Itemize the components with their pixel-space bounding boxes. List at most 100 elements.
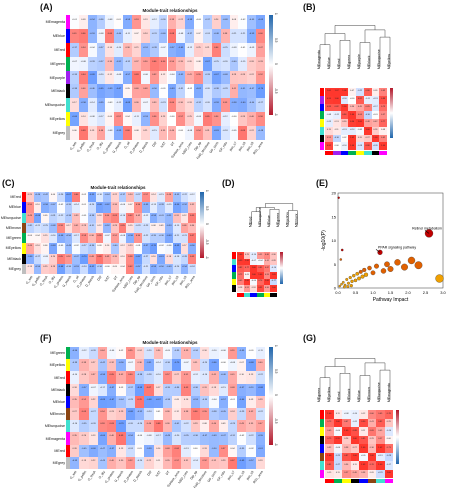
correlation-cell: -0.49 — [162, 432, 173, 445]
correlation-cell: 0.06 — [105, 112, 115, 127]
correlation-cell: -0.58 — [149, 212, 158, 223]
adjacency-cell: 0.73 — [379, 103, 387, 112]
correlation-cell: 0.28 — [238, 112, 248, 127]
correlation-cell: -0.15 — [172, 222, 181, 233]
adjacency-cell: 1.00 — [250, 265, 257, 272]
correlation-cell: 0.04 — [49, 192, 57, 203]
correlation-cell: 0.16 — [33, 243, 42, 254]
correlation-cell: -0.25 — [41, 222, 50, 233]
adjacency-cell: 0.87 — [342, 452, 351, 461]
correlation-cell: -0.02 — [157, 243, 166, 254]
module-color-bar — [320, 119, 324, 127]
pathway-point — [387, 266, 394, 272]
correlation-cell: 0.12 — [118, 243, 127, 254]
adjacency-cell: -0.13 — [376, 452, 385, 461]
correlation-cell: -0.27 — [134, 192, 142, 203]
module-color-bar — [257, 293, 264, 297]
adjacency-cell: -0.10 — [340, 142, 349, 150]
adjacency-cell: 1.00 — [376, 461, 385, 470]
correlation-cell: -0.07 — [88, 383, 98, 396]
module-color-bar — [66, 126, 70, 140]
correlation-cell: -0.26 — [88, 420, 98, 433]
correlation-cell: 0.16 — [200, 347, 210, 360]
adjacency-cell: -0.23 — [376, 469, 385, 478]
correlation-cell: -0.52 — [180, 202, 189, 213]
correlation-cell: 0.29 — [190, 420, 200, 433]
correlation-cell: -0.51 — [165, 212, 173, 223]
correlation-cell: -0.15 — [149, 126, 159, 140]
pathway-point — [394, 259, 401, 266]
correlation-cell: -0.08 — [96, 28, 106, 43]
adjacency-cell: 0.07 — [348, 88, 356, 96]
correlation-cell: 0.44 — [26, 243, 34, 254]
correlation-cell: -0.35 — [200, 395, 210, 408]
correlation-cell: -0.57 — [246, 456, 256, 469]
correlation-cell: -0.17 — [96, 112, 106, 127]
correlation-cell: -0.36 — [64, 263, 73, 274]
legend-tick-label: -0.5 — [274, 88, 278, 94]
correlation-cell: -0.53 — [165, 222, 173, 233]
correlation-cell: -0.59 — [123, 15, 133, 29]
correlation-cell: -0.48 — [211, 28, 221, 43]
correlation-cell: 0.63 — [79, 408, 89, 421]
dendrogram-leaf-label: MEblue — [267, 215, 271, 227]
correlation-cell: -0.08 — [114, 70, 124, 85]
correlation-cell: 0.31 — [181, 456, 191, 469]
module-color-bar — [350, 479, 359, 483]
correlation-cell: 0.34 — [105, 56, 115, 71]
correlation-cell: 0.22 — [88, 395, 98, 408]
correlation-cell: -0.07 — [125, 359, 135, 372]
correlation-cell: 0.60 — [125, 371, 135, 384]
correlation-cell: 0.27 — [88, 359, 98, 372]
correlation-cell: -0.30 — [162, 359, 173, 372]
correlation-cell: 0.54 — [78, 42, 88, 57]
correlation-cell: -0.57 — [107, 383, 117, 396]
module-color-bar — [320, 469, 324, 478]
legend-tick-label: -1 — [274, 442, 278, 446]
adjacency-cell: 0.77 — [379, 119, 387, 127]
correlation-cell: 0.36 — [135, 359, 145, 372]
adjacency-cell: -0.30 — [332, 134, 341, 143]
correlation-cell: -0.24 — [202, 28, 212, 43]
module-row-label: MEturquoise — [0, 215, 21, 220]
correlation-cell: -0.45 — [172, 192, 181, 203]
y-tick-label: 0 — [334, 286, 337, 291]
module-color-bar — [66, 383, 70, 396]
eigengene-dendrogram-d: MEred MEturquoise MEblue MEgreen MEyellow MEb… — [249, 203, 298, 227]
correlation-cell: 0.31 — [190, 359, 200, 372]
correlation-cell: -0.24 — [172, 263, 181, 274]
correlation-cell: -0.11 — [255, 347, 265, 360]
correlation-cell: -0.02 — [246, 444, 256, 457]
correlation-cell: -0.62 — [87, 263, 96, 274]
adjacency-cell: 0.69 — [376, 410, 385, 419]
correlation-cell: -0.38 — [87, 212, 96, 223]
module-row-label: MEblack — [7, 256, 21, 261]
pathway-point — [401, 263, 408, 271]
y-tick-label: 10 — [332, 238, 337, 243]
correlation-cell: -0.01 — [70, 15, 79, 29]
legend-tick-label: 1 — [274, 345, 278, 347]
adjacency-cell: 0.50 — [263, 285, 271, 292]
correlation-cell: 0.08 — [200, 420, 210, 433]
adjacency-cell: 0.28 — [270, 258, 277, 266]
correlation-cell: -0.60 — [238, 98, 248, 113]
legend-tick-label: 0 — [274, 63, 278, 65]
module-color-bar — [342, 479, 351, 483]
correlation-cell: -0.29 — [237, 408, 247, 421]
adjacency-cell: 0.67 — [342, 418, 351, 427]
adjacency-cell: -0.17 — [384, 461, 393, 470]
dendrogram-leaf-label: MEgreen — [276, 213, 280, 227]
correlation-cell: 0.31 — [202, 126, 212, 140]
correlation-cell: 0.69 — [238, 126, 248, 140]
correlation-cell: 0.17 — [153, 383, 163, 396]
adjacency-cell: 0.15 — [325, 469, 334, 478]
correlation-cell: 0.35 — [70, 395, 80, 408]
correlation-cell: 0.40 — [247, 112, 257, 127]
module-color-bar — [232, 272, 236, 279]
trait-column-label: DT — [169, 141, 176, 147]
correlation-cell: 0.09 — [78, 15, 88, 29]
correlation-cell: 0.17 — [70, 98, 79, 113]
correlation-cell: -0.35 — [237, 444, 247, 457]
adjacency-cell: 0.63 — [379, 88, 387, 96]
adjacency-cell: 0.11 — [332, 126, 341, 135]
